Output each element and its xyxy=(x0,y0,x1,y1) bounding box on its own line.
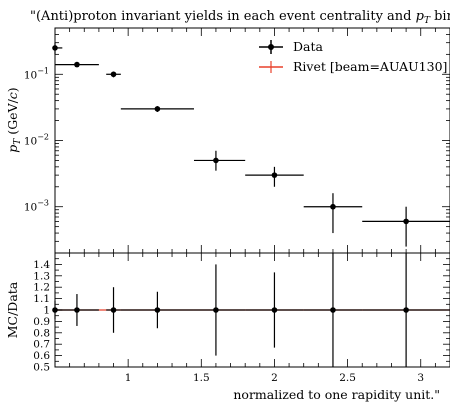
ratio-point xyxy=(271,307,278,313)
ratio-y-tick-label: 1.3 xyxy=(33,270,50,282)
chart-title-math-sub: T xyxy=(424,16,431,26)
main-y-tick-label: 10−1 xyxy=(24,66,49,81)
x-tick-label: 2 xyxy=(271,372,278,384)
legend-label-rivet: Rivet [beam=AUAU130] [c xyxy=(293,59,450,74)
x-tick-label: 3 xyxy=(417,372,424,384)
legend-entry-rivet: Rivet [beam=AUAU130] [c xyxy=(259,59,450,74)
chart-title: "(Anti)proton invariant yields in each e… xyxy=(30,9,450,26)
ratio-point xyxy=(330,307,336,313)
ratio-point xyxy=(403,307,409,313)
legend-entry-data: Data xyxy=(259,39,323,54)
main-y-tick-label: 10−3 xyxy=(24,199,49,214)
ratio-y-tick-label: 1 xyxy=(43,305,50,317)
ratio-y-tick-label: 0.6 xyxy=(33,350,50,362)
legend-data-marker xyxy=(268,44,274,50)
chart-title-tail: bin n xyxy=(430,9,450,24)
ratio-y-ticks: 0.50.60.70.80.911.11.21.31.4 xyxy=(33,252,450,374)
x-tick-label: 2.5 xyxy=(339,372,356,384)
ratio-y-tick-label: 0.9 xyxy=(33,316,50,328)
ratio-data-points xyxy=(52,253,450,367)
ratio-y-tick-label: 0.5 xyxy=(33,362,50,374)
data-point xyxy=(154,106,161,112)
data-point xyxy=(330,203,336,210)
data-point xyxy=(74,61,80,68)
ratio-y-tick-label: 1.4 xyxy=(33,259,50,271)
ratio-point xyxy=(74,307,80,313)
main-y-axis-label: pT (GeV/c) xyxy=(5,87,23,152)
data-point xyxy=(403,218,409,225)
data-point xyxy=(213,157,219,164)
main-y-tick-label: 10−2 xyxy=(24,133,49,148)
x-tick-label: 1 xyxy=(125,372,132,384)
data-point xyxy=(52,45,58,51)
data-point xyxy=(271,172,278,178)
main-data-points xyxy=(52,42,450,247)
ratio-point xyxy=(154,307,161,313)
ratio-y-tick-label: 0.8 xyxy=(33,327,50,339)
ratio-y-tick-label: 0.7 xyxy=(33,339,50,351)
ratio-y-tick-label: 1.1 xyxy=(33,293,50,305)
x-ticks: 1 1.5 2 2.5 3 xyxy=(54,28,450,384)
chart-title-text: "(Anti)proton invariant yields in each e… xyxy=(30,9,416,24)
legend-label-data: Data xyxy=(293,39,323,54)
data-point xyxy=(110,71,117,78)
ratio-point xyxy=(110,307,117,313)
ratio-y-tick-label: 1.2 xyxy=(33,282,50,294)
ratio-y-axis-label: MC/Data xyxy=(5,281,20,338)
x-tick-label: 1.5 xyxy=(193,372,210,384)
ratio-point xyxy=(213,307,219,313)
chart-title-math: p xyxy=(416,9,425,24)
legend: Data Rivet [beam=AUAU130] [c xyxy=(259,39,450,74)
x-axis-label: normalized to one rapidity unit." xyxy=(233,387,440,402)
